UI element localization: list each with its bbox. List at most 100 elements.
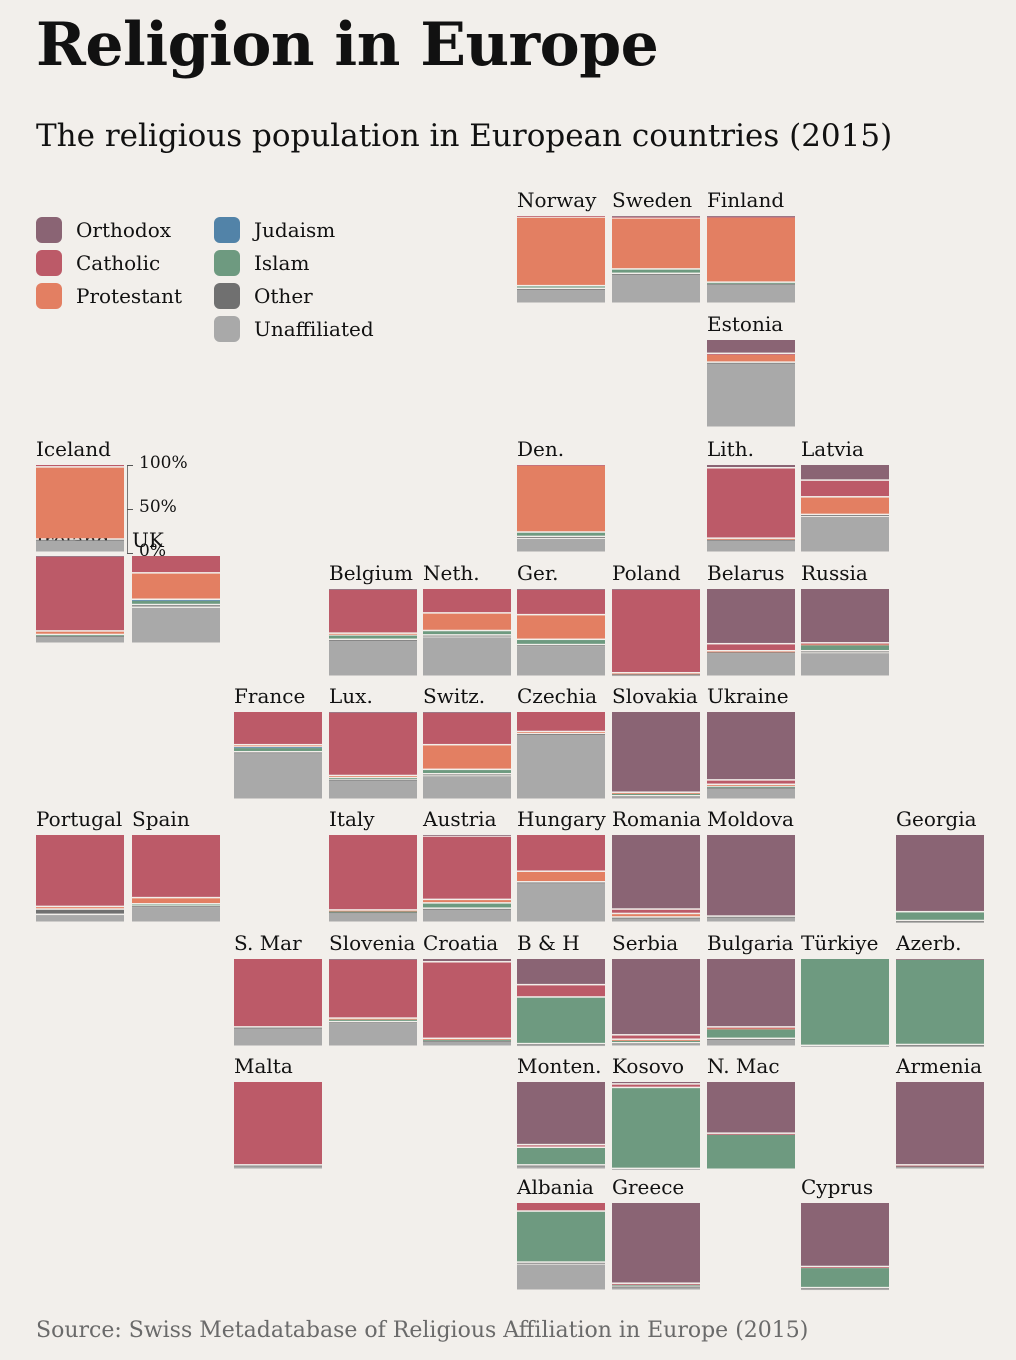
legend-swatch-unaffiliated bbox=[214, 316, 240, 342]
tile-lith bbox=[707, 465, 795, 552]
bar-segment-sweden-unaffiliated bbox=[612, 274, 700, 303]
bar-segment-slovenia-unaffiliated bbox=[329, 1023, 417, 1046]
bar-segment-cyprus-orthodox bbox=[801, 1203, 889, 1266]
tile-croatia bbox=[423, 959, 511, 1046]
tile-poland bbox=[612, 589, 700, 677]
bar-segment-belarus-unaffiliated bbox=[707, 653, 795, 676]
tile-label-iceland: Iceland bbox=[36, 437, 111, 461]
tile-label-bulgaria: Bulgaria bbox=[707, 931, 794, 955]
bar-segment-ireland-orthodox bbox=[36, 556, 124, 557]
bar-segment-neth-catholic bbox=[423, 589, 511, 613]
bar-segment-belgium-islam bbox=[329, 635, 417, 639]
bar-segment-ukraine-orthodox bbox=[707, 712, 795, 780]
bar-segment-albania-islam bbox=[517, 1211, 605, 1262]
legend-swatch-judaism bbox=[214, 217, 240, 243]
bar-segment-croatia-unaffiliated bbox=[423, 1041, 511, 1046]
tile-moldova bbox=[707, 835, 795, 922]
bar-segment-lux-other bbox=[329, 779, 417, 781]
tile-serbia bbox=[612, 959, 700, 1046]
bar-segment-den-unaffiliated bbox=[517, 538, 605, 552]
bar-segment-france-catholic bbox=[234, 712, 322, 744]
bar-segment-ireland-catholic bbox=[36, 556, 124, 631]
bar-segment-den-protestant bbox=[517, 465, 605, 532]
tile-iceland bbox=[36, 465, 124, 552]
legend-swatch-islam bbox=[214, 250, 240, 276]
tile-kosovo bbox=[612, 1082, 700, 1170]
bar-segment-austria-islam bbox=[423, 903, 511, 908]
bar-segment-azerb-unaffiliated bbox=[896, 1046, 984, 1047]
tile-den bbox=[517, 465, 605, 552]
bar-segment-bulgaria-islam bbox=[707, 1029, 795, 1038]
bar-segment-n-mac-islam bbox=[707, 1134, 795, 1169]
bar-segment-austria-catholic bbox=[423, 836, 511, 899]
bar-segment-slovakia-protestant bbox=[612, 792, 700, 794]
bar-segment-poland-orthodox bbox=[612, 589, 700, 590]
bar-segment-georgia-orthodox bbox=[896, 835, 984, 911]
tile-label-latvia: Latvia bbox=[801, 437, 864, 461]
tile-label-moldova: Moldova bbox=[707, 807, 794, 831]
legend-item-other: Other bbox=[214, 281, 313, 311]
bar-segment-latvia-unaffiliated bbox=[801, 516, 889, 552]
bar-segment-finland-orthodox bbox=[707, 216, 795, 217]
bar-segment-b-h-catholic bbox=[517, 985, 605, 997]
legend-item-judaism: Judaism bbox=[214, 215, 335, 245]
bar-segment-armenia-catholic bbox=[896, 1165, 984, 1167]
bar-segment-armenia-other bbox=[896, 1166, 984, 1168]
tile-label-uk: UK bbox=[132, 528, 164, 552]
bar-segment-neth-protestant bbox=[423, 613, 511, 630]
tile-label-lux: Lux. bbox=[329, 684, 373, 708]
bar-segment-b-h-other bbox=[517, 1044, 605, 1046]
bar-segment-georgia-other bbox=[896, 921, 984, 923]
bar-segment-france-protestant bbox=[234, 745, 322, 747]
bar-segment-ger-unaffiliated bbox=[517, 646, 605, 676]
bar-segment-b-h-unaffiliated bbox=[517, 1045, 605, 1047]
bar-segment-serbia-other bbox=[612, 1043, 700, 1045]
tile-slovakia bbox=[612, 712, 700, 799]
bar-segment-norway-islam bbox=[517, 286, 605, 288]
tile-label-poland: Poland bbox=[612, 561, 681, 585]
bar-segment-belgium-unaffiliated bbox=[329, 640, 417, 676]
bar-segment-sweden-protestant bbox=[612, 218, 700, 269]
tile-norway bbox=[517, 216, 605, 303]
tile-ukraine bbox=[707, 712, 795, 799]
bar-segment-italy-other bbox=[329, 912, 417, 914]
bar-segment-switz-orthodox bbox=[423, 712, 511, 713]
bar-segment-lith-orthodox bbox=[707, 465, 795, 468]
bar-segment-cyprus-other bbox=[801, 1288, 889, 1290]
tile-label-azerb: Azerb. bbox=[896, 931, 962, 955]
legend-swatch-orthodox bbox=[36, 217, 62, 243]
bar-segment-ireland-other bbox=[36, 636, 124, 637]
bar-segment-neth-islam bbox=[423, 631, 511, 635]
tile-ireland bbox=[36, 556, 124, 643]
bar-segment-austria-unaffiliated bbox=[423, 909, 511, 922]
tile-label-france: France bbox=[234, 684, 306, 708]
bar-segment-estonia-other bbox=[707, 362, 795, 364]
bar-segment-den-other bbox=[517, 537, 605, 538]
bar-segment-spain-other bbox=[132, 906, 220, 908]
bar-segment-belgium-orthodox bbox=[329, 589, 417, 590]
tile-label-albania: Albania bbox=[517, 1175, 594, 1199]
tile-label-sweden: Sweden bbox=[612, 188, 693, 212]
tile-label-ger: Ger. bbox=[517, 561, 559, 585]
bar-segment-france-other bbox=[234, 752, 322, 754]
tile-label-russia: Russia bbox=[801, 561, 868, 585]
bar-segment-kosovo-orthodox bbox=[612, 1082, 700, 1084]
bar-segment-czechia-other bbox=[517, 734, 605, 735]
bar-segment-armenia-unaffiliated bbox=[896, 1167, 984, 1169]
bar-segment-ukraine-other bbox=[707, 787, 795, 789]
bar-segment-romania-catholic bbox=[612, 909, 700, 913]
bar-segment-portugal-other bbox=[36, 909, 124, 914]
bar-segment-greece-islam bbox=[612, 1284, 700, 1286]
bar-segment-n-mac-orthodox bbox=[707, 1082, 795, 1133]
bar-segment-greece-orthodox bbox=[612, 1203, 700, 1283]
bar-segment-italy-islam bbox=[329, 911, 417, 913]
bar-segment-croatia-orthodox bbox=[423, 959, 511, 962]
tile-t-rkiye bbox=[801, 959, 889, 1047]
bar-segment-croatia-islam bbox=[423, 1039, 511, 1041]
bar-segment-georgia-unaffiliated bbox=[896, 922, 984, 923]
bar-segment-russia-other bbox=[801, 651, 889, 653]
bar-segment-sweden-catholic bbox=[612, 216, 700, 218]
bar-segment-france-islam bbox=[234, 748, 322, 751]
tile-label-romania: Romania bbox=[612, 807, 702, 831]
tile-label-armenia: Armenia bbox=[896, 1054, 983, 1078]
